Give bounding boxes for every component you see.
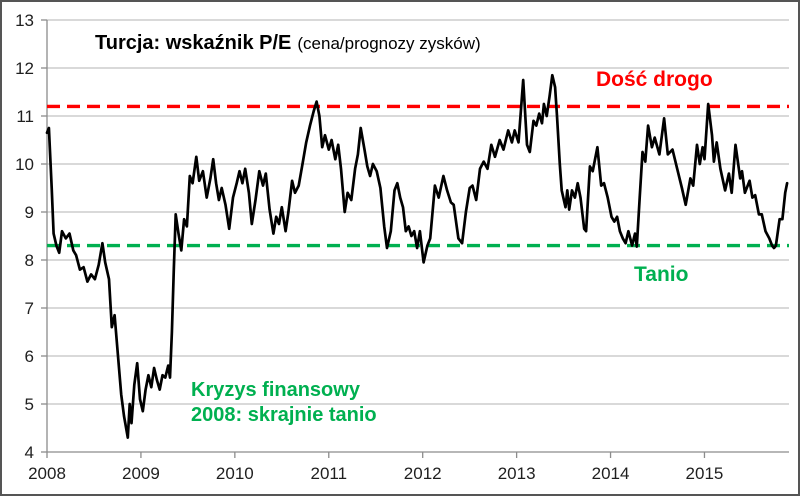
y-tick-label: 9 [25, 203, 34, 222]
x-tick-label: 2014 [592, 464, 630, 483]
y-tick-label: 12 [15, 59, 34, 78]
annotation-cheap: Tanio [634, 263, 689, 286]
x-tick-label: 2015 [686, 464, 724, 483]
x-tick-label: 2010 [216, 464, 254, 483]
annotation-crisis-line2: 2008: skrajnie tanio [191, 404, 377, 426]
x-tick-label: 2011 [310, 464, 347, 483]
y-tick-label: 7 [25, 299, 34, 318]
y-tick-label: 8 [25, 251, 34, 270]
y-tick-label: 4 [25, 443, 34, 462]
x-tick-label: 2008 [28, 464, 66, 483]
chart-title: Turcja: wskaźnik P/E (cena/prognozy zyskó… [95, 32, 481, 55]
x-tick-label: 2009 [122, 464, 160, 483]
y-tick-label: 10 [15, 155, 34, 174]
y-tick-label: 6 [25, 347, 34, 366]
y-tick-label: 13 [15, 11, 34, 30]
chart-title-main: Turcja: wskaźnik P/E [95, 32, 292, 54]
annotation-crisis-line1: Kryzys finansowy [191, 379, 360, 401]
annotation-crisis: Kryzys finansowy 2008: skrajnie tanio [191, 378, 377, 428]
pe-line-series [45, 73, 789, 439]
y-tick-label: 11 [16, 107, 34, 126]
chart-title-sub: (cena/prognozy zysków) [297, 34, 481, 53]
x-tick-label: 2012 [404, 464, 442, 483]
x-tick-label: 2013 [498, 464, 536, 483]
annotation-expensive: Dość drogo [596, 68, 713, 91]
y-tick-label: 5 [25, 395, 34, 414]
